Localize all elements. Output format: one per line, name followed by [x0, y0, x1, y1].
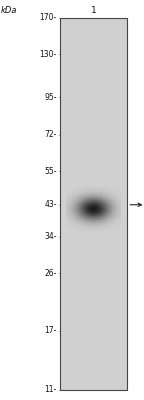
Text: 26-: 26- — [44, 269, 57, 278]
Text: 43-: 43- — [44, 200, 57, 209]
Text: 17-: 17- — [44, 326, 57, 335]
Text: 170-: 170- — [40, 14, 57, 22]
Text: 130-: 130- — [40, 50, 57, 59]
Text: 95-: 95- — [44, 92, 57, 102]
Bar — [60, 18, 127, 390]
Text: 72-: 72- — [44, 130, 57, 139]
Text: 11-: 11- — [45, 386, 57, 394]
Text: 1: 1 — [91, 6, 96, 15]
Text: kDa: kDa — [1, 6, 17, 15]
Text: 55-: 55- — [44, 167, 57, 176]
Text: 34-: 34- — [44, 232, 57, 241]
